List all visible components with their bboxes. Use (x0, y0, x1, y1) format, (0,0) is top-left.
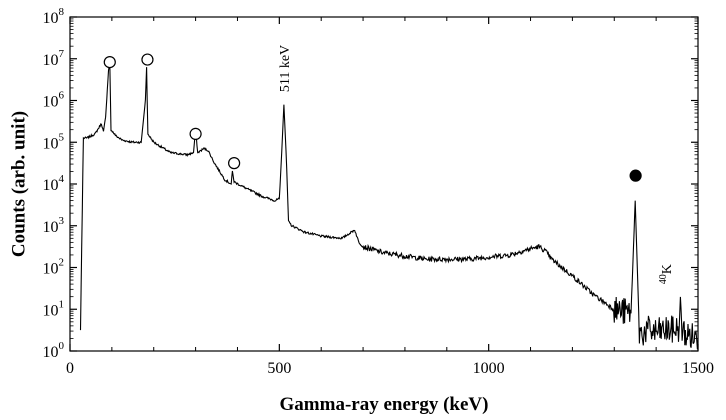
x-axis: 0 500 1000 1500 (66, 17, 714, 377)
y-tick-label: 106 (43, 90, 65, 111)
potassium-peak-label: 40K (658, 264, 675, 284)
y-tick-label: 100 (43, 340, 65, 361)
y-tick-label: 108 (43, 6, 65, 27)
y-tick-label: 104 (43, 173, 65, 194)
x-tick-label: 500 (267, 360, 291, 377)
y-axis-title: Counts (arb. unit) (8, 111, 29, 257)
y-tick-label: 103 (43, 215, 65, 236)
x-tick-label: 1000 (473, 360, 505, 377)
x-axis-title: Gamma-ray energy (keV) (280, 394, 489, 415)
y-tick-label: 101 (43, 298, 65, 319)
peak-annotations: 511 keV 40K (278, 45, 675, 284)
y-tick-label: 102 (43, 257, 65, 278)
spectrum-line (79, 62, 699, 350)
annihilation-peak-label: 511 keV (278, 45, 293, 92)
x-tick-label: 1500 (682, 360, 714, 377)
open-circle-marker (103, 55, 116, 69)
y-axis: 100 101 102 103 104 105 106 107 108 (43, 6, 698, 361)
y-tick-label: 107 (43, 48, 65, 69)
open-circle-marker (189, 127, 202, 140)
x-tick-label: 0 (66, 360, 74, 377)
open-circle-marker (228, 157, 241, 170)
y-tick-label: 105 (43, 131, 65, 152)
filled-circle-marker (629, 169, 642, 182)
open-circle-marker (141, 53, 154, 66)
peak-markers (103, 53, 642, 182)
plot-area: 0 500 1000 1500 100 101 102 103 104 105 106 107 108… (43, 6, 715, 377)
